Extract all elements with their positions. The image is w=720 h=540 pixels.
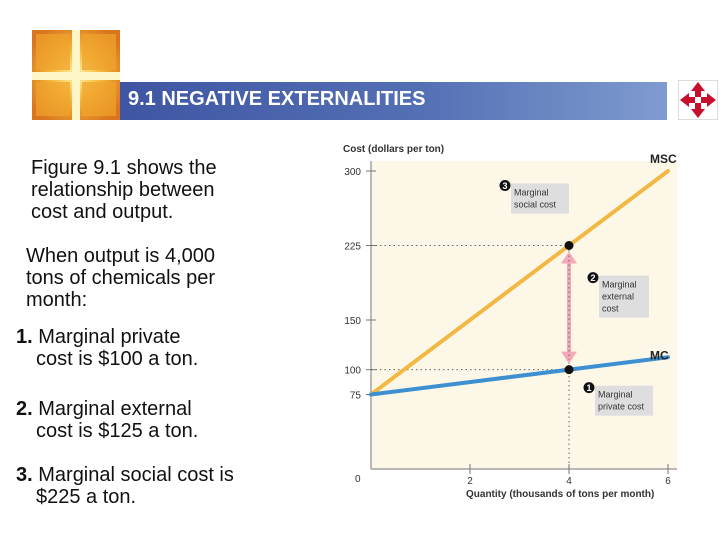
callout-text: Marginal <box>514 188 549 198</box>
y-tick-label: 225 <box>344 242 361 253</box>
marker-badge <box>583 382 595 394</box>
item-text: Marginal external <box>32 398 192 420</box>
item-number: 3. <box>16 464 33 486</box>
marker-number: 3 <box>502 181 507 191</box>
callout-text: private cost <box>598 402 645 412</box>
x-tick-label: 6 <box>665 476 671 487</box>
list-item: 3. Marginal social cost is $225 a ton. <box>16 464 234 508</box>
marker-badge <box>499 180 511 191</box>
y-tick-label: 75 <box>350 391 362 402</box>
intersection-point <box>564 365 574 375</box>
arrow-head-up <box>561 251 577 264</box>
callout-text: Marginal <box>598 390 633 400</box>
marker-number: 1 <box>586 383 591 393</box>
y-tick-label: 150 <box>344 316 361 327</box>
item-number: 1. <box>16 326 33 348</box>
callout-box <box>511 183 569 214</box>
callout-text: social cost <box>514 200 557 210</box>
text-line: relationship between <box>31 179 215 201</box>
x-tick-label: 4 <box>566 476 572 487</box>
condition-paragraph: When output is 4,000 tons of chemicals p… <box>26 245 215 311</box>
item-text: Marginal private <box>32 326 181 348</box>
cost-chart: Cost (dollars per ton) Quantity (thousan… <box>323 133 691 513</box>
item-text: cost is $125 a ton. <box>36 420 199 442</box>
series-line-mc <box>369 355 670 397</box>
x-axis-label: Quantity (thousands of tons per month) <box>466 489 654 500</box>
item-text: Marginal social cost is <box>32 464 234 486</box>
y-axis-label: Cost (dollars per ton) <box>343 144 444 155</box>
slide-title: 9.1 NEGATIVE EXTERNALITIES <box>128 88 426 110</box>
callout-box <box>599 275 649 318</box>
series-line-msc <box>369 169 670 397</box>
list-item: 1. Marginal private cost is $100 a ton. <box>16 326 198 370</box>
list-item: 2. Marginal external cost is $125 a ton. <box>16 398 198 442</box>
intersection-point <box>564 241 574 250</box>
callout-text: external <box>602 292 634 302</box>
item-number: 2. <box>16 398 33 420</box>
marker-number: 2 <box>590 273 595 283</box>
text-line: Figure 9.1 shows the <box>31 157 217 179</box>
text-line: month: <box>26 289 88 311</box>
y-tick-label: 300 <box>344 167 361 178</box>
arrow-head-down <box>561 351 577 364</box>
x-tick-label: 2 <box>467 476 473 487</box>
item-text: $225 a ton. <box>36 486 137 508</box>
origin-label: 0 <box>355 474 361 485</box>
series-label-msc: MSC <box>650 152 677 166</box>
logo-icon <box>32 30 120 120</box>
text-line: When output is 4,000 <box>26 245 216 267</box>
callout-text: cost <box>602 304 619 314</box>
text-line: tons of chemicals per <box>26 267 215 289</box>
series-label-mc: MC <box>650 348 669 362</box>
intro-paragraph: Figure 9.1 shows the relationship betwee… <box>31 157 217 223</box>
title-bar: 9.1 NEGATIVE EXTERNALITIES <box>120 82 667 120</box>
item-text: cost is $100 a ton. <box>36 348 199 370</box>
callout-text: Marginal <box>602 280 637 290</box>
callout-box <box>595 385 653 416</box>
navigation-arrows-icon[interactable] <box>678 80 718 120</box>
marker-badge <box>587 272 599 284</box>
text-line: cost and output. <box>31 201 174 223</box>
y-tick-label: 100 <box>344 366 361 377</box>
